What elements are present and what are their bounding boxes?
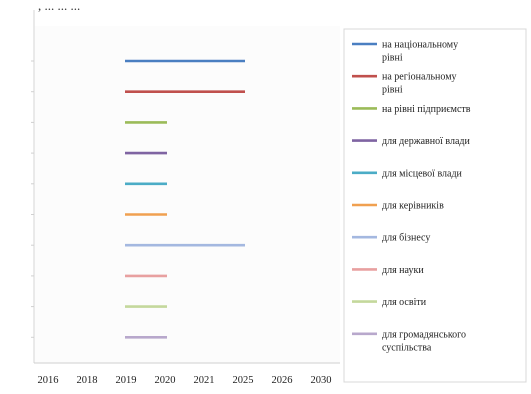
legend-label: для освіти [382, 297, 427, 308]
legend-label: для державної влади [382, 136, 471, 147]
legend-label: рівні [382, 53, 403, 64]
legend-label: суспільства [382, 342, 432, 353]
legend-label: рівні [382, 85, 403, 96]
legend-label: на регіональному [382, 72, 457, 83]
x-axis: 2016 2018 2019 2020 2021 2025 2026 2030 [38, 375, 332, 386]
x-tick-label: 2016 [38, 375, 59, 386]
header-text: , ... ... ... [38, 0, 80, 13]
legend-label: для місцевої влади [382, 168, 463, 179]
x-tick-label: 2020 [155, 375, 176, 386]
legend-label: для громадянського [382, 329, 466, 340]
x-tick-label: 2030 [311, 375, 332, 386]
x-tick-label: 2018 [77, 375, 98, 386]
legend-label: на національному [382, 40, 458, 51]
legend-label: для бізнесу [382, 233, 430, 244]
legend-label: для керівників [382, 201, 444, 212]
x-tick-label: 2021 [194, 375, 215, 386]
plot-area [31, 10, 340, 364]
plot-background [34, 26, 340, 363]
x-tick-label: 2025 [233, 375, 254, 386]
legend-label: для науки [382, 265, 424, 276]
legend-label: на рівні підприємств [382, 104, 471, 115]
x-tick-label: 2019 [116, 375, 137, 386]
x-tick-label: 2026 [272, 375, 293, 386]
legend: на національному рівні на регіональному рів… [343, 28, 527, 383]
